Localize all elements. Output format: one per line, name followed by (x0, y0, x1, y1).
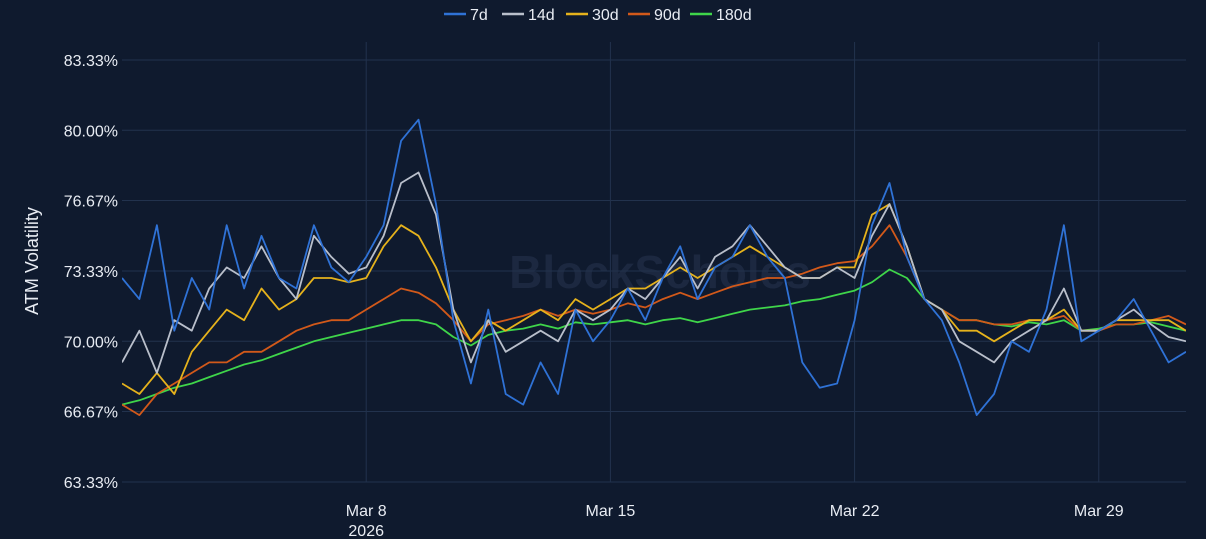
series-line-14d (122, 171, 1186, 374)
x-tick-label: Mar 29 (1074, 503, 1124, 520)
series-line-90d (122, 224, 1186, 416)
x-tick-sublabel: 2026 (348, 523, 384, 539)
series-line-180d (122, 268, 1186, 406)
x-tick-label: Mar 15 (585, 503, 635, 520)
y-tick-label: 63.33% (64, 475, 118, 492)
x-tick-label: Mar 22 (830, 503, 880, 520)
legend-label-90d: 90d (654, 7, 681, 24)
series-line-7d (122, 118, 1186, 416)
y-tick-label: 66.67% (64, 405, 118, 422)
legend-label-180d: 180d (716, 7, 752, 24)
y-tick-label: 70.00% (64, 334, 118, 351)
series-line-30d (122, 203, 1186, 395)
y-tick-label: 80.00% (64, 123, 118, 140)
legend-label-7d: 7d (470, 7, 488, 24)
y-tick-label: 83.33% (64, 53, 118, 70)
legend-label-30d: 30d (592, 7, 619, 24)
watermark-logo: BlockScholes (509, 246, 811, 298)
y-tick-label: 73.33% (64, 264, 118, 281)
y-tick-label: 76.67% (64, 194, 118, 211)
legend-label-14d: 14d (528, 7, 555, 24)
x-tick-label: Mar 8 (346, 503, 387, 520)
y-axis-title: ATM Volatility (22, 207, 42, 315)
